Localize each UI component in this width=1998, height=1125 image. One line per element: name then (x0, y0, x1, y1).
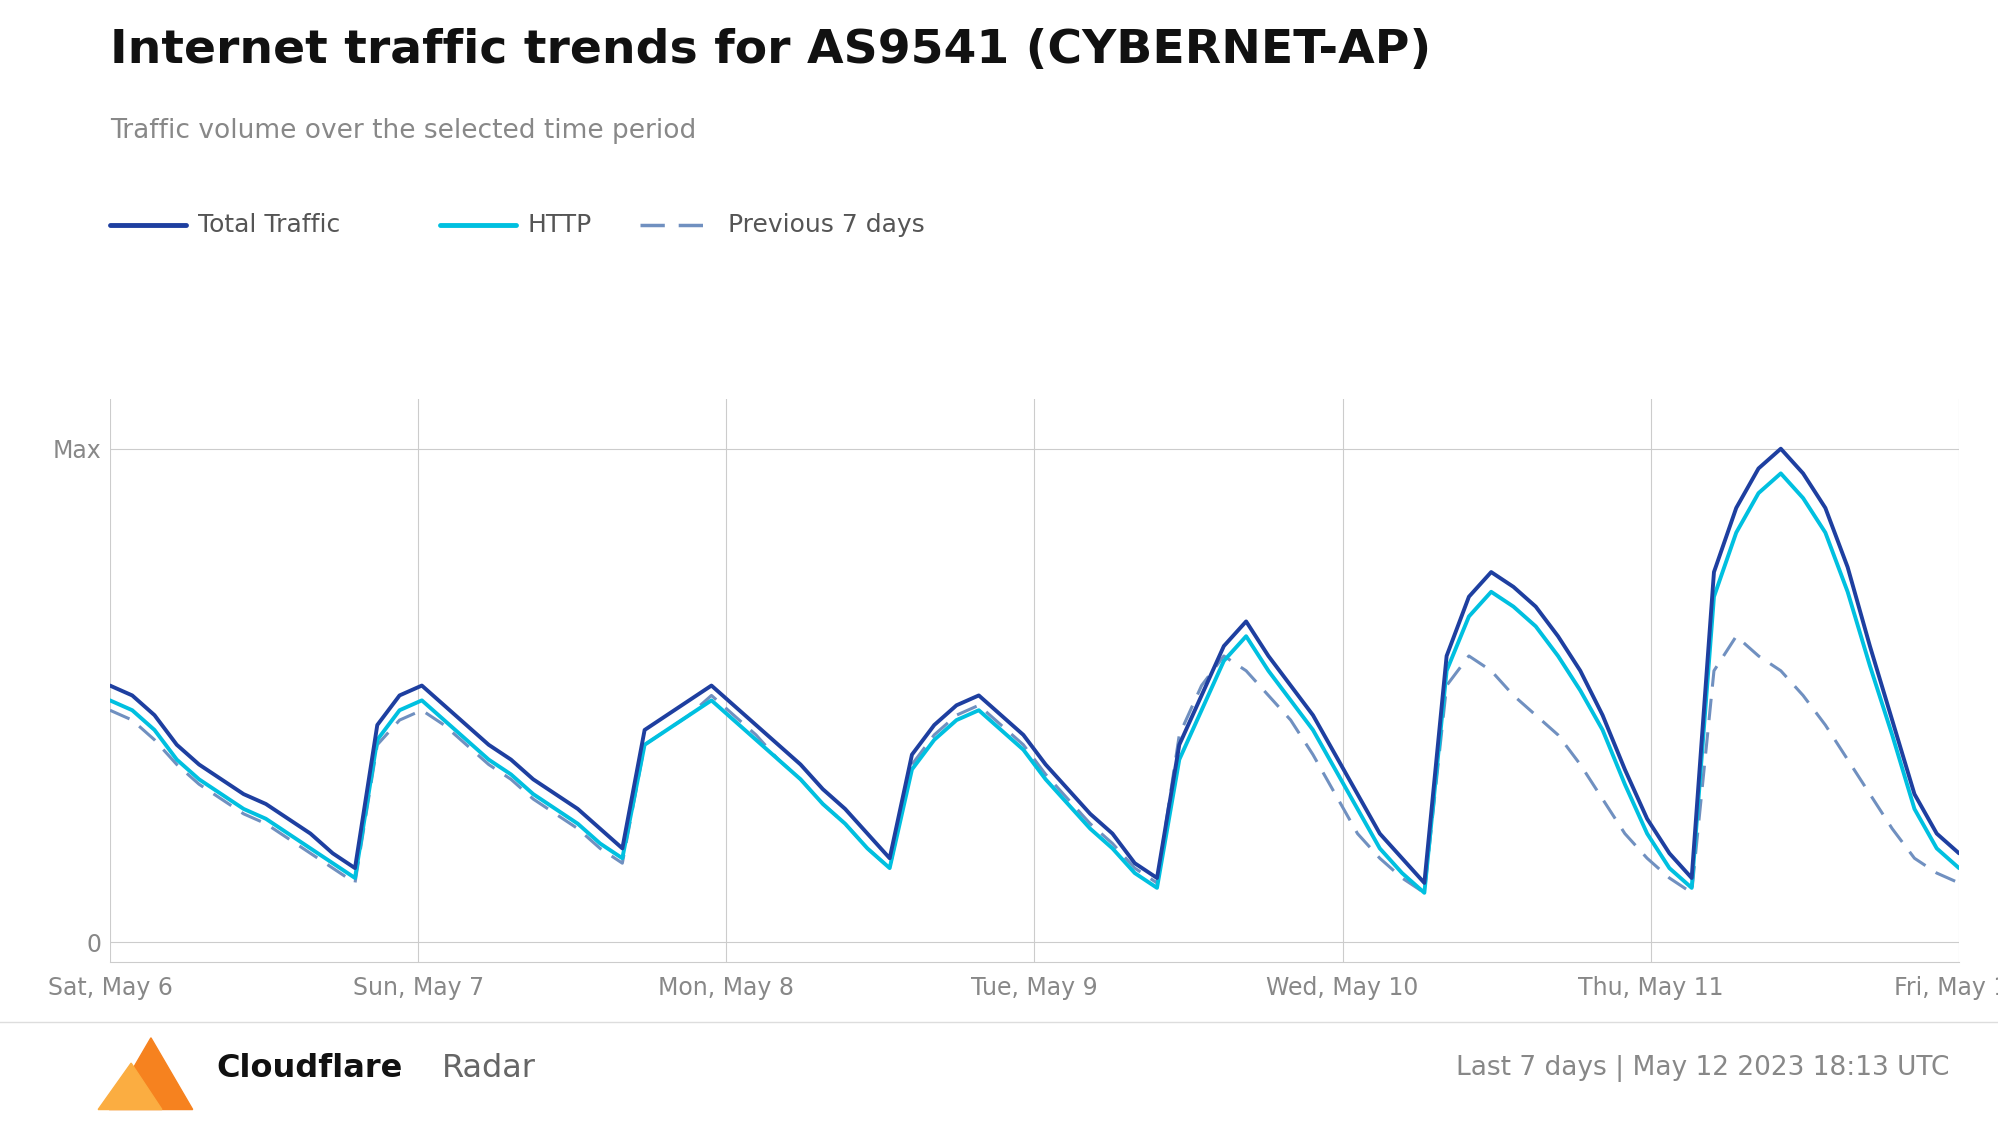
Text: Radar: Radar (442, 1053, 535, 1084)
Text: Cloudflare: Cloudflare (216, 1053, 402, 1084)
Text: Traffic volume over the selected time period: Traffic volume over the selected time pe… (110, 118, 695, 144)
Text: Previous 7 days: Previous 7 days (727, 213, 923, 237)
Polygon shape (110, 1037, 192, 1109)
Text: Internet traffic trends for AS9541 (CYBERNET-AP): Internet traffic trends for AS9541 (CYBE… (110, 28, 1431, 73)
Text: HTTP: HTTP (527, 213, 591, 237)
Text: Last 7 days | May 12 2023 18:13 UTC: Last 7 days | May 12 2023 18:13 UTC (1455, 1055, 1948, 1082)
Polygon shape (98, 1063, 162, 1109)
Text: Total Traffic: Total Traffic (198, 213, 340, 237)
